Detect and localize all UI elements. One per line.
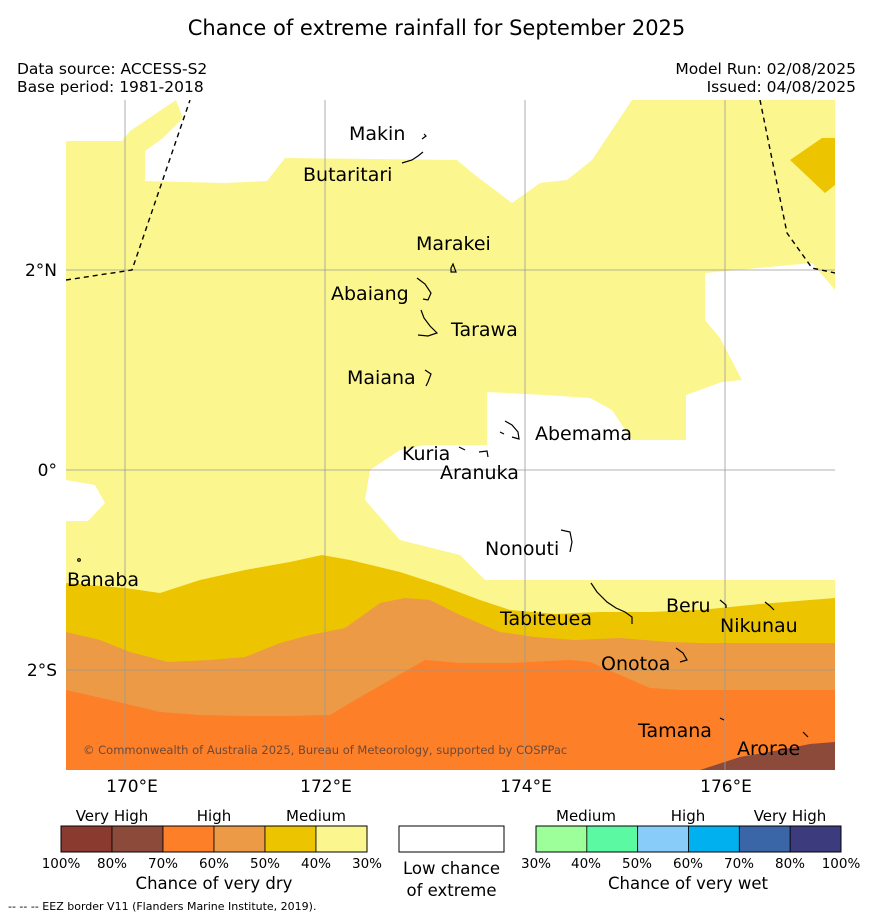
wet-tick-40: 40%: [571, 856, 601, 872]
base-period: Base period: 1981-2018: [17, 78, 204, 96]
dry-cell-5: [315, 825, 368, 853]
wet-cell-3: [688, 825, 740, 853]
eez-footnote: -- -- -- EEZ border V11 (Flanders Marine…: [8, 900, 317, 913]
label-tamana: Tamana: [637, 720, 712, 742]
meta-left: Data source: ACCESS-S2 Base period: 1981…: [17, 60, 207, 96]
dry-tick-100: 100%: [42, 856, 81, 872]
wet-legend-title: Chance of very wet: [608, 874, 769, 893]
dry-cell-1: [111, 825, 164, 853]
wet-color-cells: [535, 825, 842, 853]
wet-tick-70: 70%: [724, 856, 754, 872]
wet-tick-60: 60%: [673, 856, 703, 872]
dry-legend-title: Chance of very dry: [136, 874, 293, 893]
dry-tick-30: 30%: [352, 856, 382, 872]
dry-cell-0: [60, 825, 113, 853]
label-onotoa: Onotoa: [601, 653, 670, 675]
eez-border: [66, 100, 835, 281]
dry-tick-40: 40%: [301, 856, 331, 872]
graticule: [66, 100, 835, 770]
lat-tick-2s: 2°S: [27, 661, 57, 681]
wet-cell-5: [789, 825, 842, 853]
label-arorae: Arorae: [737, 738, 800, 760]
legend-wet: Medium High Very High 30% 40% 50% 60% 70…: [521, 807, 860, 893]
meta-right: Model Run: 02/08/2025 Issued: 04/08/2025: [675, 60, 856, 96]
lon-tick-170: 170°E: [106, 777, 158, 797]
dry-cell-2: [162, 825, 215, 853]
label-nikunau: Nikunau: [720, 615, 798, 637]
lon-tick-172: 172°E: [300, 777, 352, 797]
dry-group-medium: Medium: [286, 807, 346, 825]
dry-tick-70: 70%: [148, 856, 178, 872]
lat-tick-2n: 2°N: [25, 261, 57, 281]
copyright-notice: © Commonwealth of Australia 2025, Bureau…: [83, 743, 567, 757]
wet-tick-50: 50%: [622, 856, 652, 872]
dry-color-cells: [60, 825, 368, 853]
wet-tick-100: 100%: [822, 856, 861, 872]
label-aranuka: Aranuka: [440, 462, 519, 484]
dry-tick-50: 50%: [250, 856, 280, 872]
label-nonouti: Nonouti: [485, 538, 559, 560]
label-abemama: Abemama: [535, 423, 632, 445]
zone-dry-40-50-small: [790, 138, 835, 193]
wet-cell-1: [586, 825, 639, 853]
label-banaba: Banaba: [67, 569, 139, 591]
label-marakei: Marakei: [416, 233, 491, 255]
islands: [77, 133, 809, 738]
dry-tick-80: 80%: [97, 856, 127, 872]
zone-dry-60-70: [66, 660, 835, 770]
model-run: Model Run: 02/08/2025: [675, 60, 856, 78]
label-abaiang: Abaiang: [331, 283, 409, 305]
data-source: Data source: ACCESS-S2: [17, 60, 208, 78]
lon-tick-176: 176°E: [700, 777, 752, 797]
issued-date: Issued: 04/08/2025: [706, 78, 856, 96]
dry-cell-3: [213, 825, 266, 853]
wet-cell-0: [535, 825, 588, 853]
dry-cell-4: [264, 825, 317, 853]
label-tabiteuea: Tabiteuea: [499, 608, 592, 630]
wet-group-very-high: Very High: [754, 807, 827, 825]
dry-tick-60: 60%: [199, 856, 229, 872]
wet-group-medium: Medium: [556, 807, 616, 825]
label-kuria: Kuria: [402, 443, 450, 465]
label-makin: Makin: [349, 123, 405, 145]
zone-dry-70-80: [700, 742, 835, 770]
map-title: Chance of extreme rainfall for September…: [187, 16, 686, 40]
wet-tick-30: 30%: [521, 856, 551, 872]
lon-tick-174: 174°E: [500, 777, 552, 797]
neutral-legend-title: Low chance of extreme: [402, 859, 501, 900]
legend-neutral-swatch: [398, 825, 505, 853]
wet-cell-2: [637, 825, 689, 853]
dry-group-high: High: [197, 807, 231, 825]
wet-tick-80: 80%: [775, 856, 805, 872]
lat-tick-0: 0°: [38, 461, 57, 481]
label-butaritari: Butaritari: [303, 164, 392, 186]
label-tarawa: Tarawa: [450, 319, 518, 341]
label-beru: Beru: [666, 595, 711, 617]
legend-dry: Very High High Medium 100% 80% 70% 60% 5…: [42, 807, 382, 893]
dry-group-very-high: Very High: [76, 807, 149, 825]
wet-cell-4: [738, 825, 791, 853]
label-maiana: Maiana: [347, 367, 416, 389]
wet-group-high: High: [671, 807, 705, 825]
